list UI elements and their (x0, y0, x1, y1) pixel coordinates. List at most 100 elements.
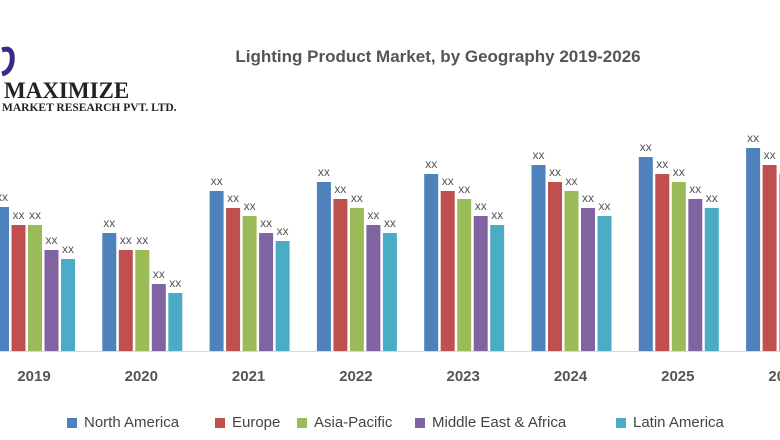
data-label: xx (29, 208, 41, 222)
data-label: xx (153, 267, 165, 281)
logo-mark-icon (1, 46, 15, 77)
bar-2024-2 (564, 191, 579, 351)
data-label: xx (244, 199, 256, 213)
legend-swatch (67, 417, 77, 428)
data-label: xx (334, 182, 346, 196)
bar-2025-4 (704, 208, 719, 351)
bar-2019-0 (0, 207, 9, 351)
data-label: xx (169, 276, 181, 290)
x-tick-label: 2021 (232, 368, 265, 385)
data-label: xx (425, 157, 437, 171)
x-tick-label: 2024 (554, 368, 588, 385)
bar-2019-3 (44, 250, 59, 351)
data-label: xx (13, 208, 25, 222)
data-label: xx (211, 174, 223, 188)
legend-swatch (215, 417, 225, 428)
data-label: xx (491, 208, 503, 222)
data-label: xx (384, 216, 396, 230)
legend-swatch (297, 417, 307, 428)
data-label: xx (549, 165, 561, 179)
legend-item: Europe (215, 414, 280, 431)
legend-swatch (616, 417, 626, 428)
chart-title: Lighting Product Market, by Geography 20… (235, 47, 641, 66)
bar-2021-3 (259, 233, 274, 351)
bar-2025-2 (671, 182, 686, 351)
legend-item: Asia-Pacific (297, 414, 392, 431)
legend-swatch (415, 417, 425, 428)
data-label: xx (367, 208, 379, 222)
bar-2021-4 (275, 241, 290, 351)
data-label: xx (747, 131, 759, 145)
x-tick-label: 2019 (17, 368, 50, 385)
x-tick-label: 2020 (125, 368, 158, 385)
bar-2024-4 (597, 216, 612, 351)
bar-2023-2 (457, 199, 472, 351)
bar-2022-0 (316, 182, 331, 351)
data-label: xx (640, 140, 652, 154)
data-label: xx (475, 199, 487, 213)
data-label: xx (277, 224, 289, 238)
data-label: xx (673, 165, 685, 179)
bar-2020-0 (102, 233, 117, 351)
bar-2021-1 (226, 208, 241, 351)
bar-2022-2 (349, 208, 364, 351)
bar-2023-4 (490, 225, 505, 351)
bar-2023-0 (424, 174, 439, 351)
data-label: xx (0, 190, 8, 204)
legend-label: Asia-Pacific (314, 414, 393, 431)
bar-2022-1 (333, 199, 348, 351)
legend-label: Europe (232, 414, 281, 431)
data-label: xx (656, 157, 668, 171)
data-label: xx (318, 165, 330, 179)
bar-2019-2 (28, 225, 42, 351)
bar-2020-1 (118, 250, 133, 351)
legend-item: Latin America (616, 414, 724, 431)
bar-2021-2 (242, 216, 257, 351)
bar-2019-4 (61, 259, 75, 351)
legend-label: North America (84, 414, 180, 431)
bar-2026-0 (746, 148, 761, 351)
bar-2023-1 (440, 191, 455, 351)
data-label: xx (706, 191, 718, 205)
legend-label: Middle East & Africa (432, 414, 567, 431)
bar-2025-3 (688, 199, 703, 351)
bar-2022-3 (366, 225, 381, 351)
data-label: xx (599, 199, 611, 213)
logo-name: MAXIMIZE (4, 78, 130, 103)
x-tick-label: 2025 (661, 368, 694, 385)
bar-2020-3 (151, 284, 166, 351)
legend-label: Latin America (633, 414, 724, 431)
bar-2020-4 (168, 293, 183, 351)
data-label: xx (566, 174, 578, 188)
data-label: xx (120, 233, 132, 247)
bar-2021-0 (209, 191, 224, 351)
data-label: xx (533, 148, 545, 162)
data-label: xx (458, 182, 470, 196)
data-label: xx (227, 191, 239, 205)
bar-2026-1 (762, 165, 777, 351)
legend-item: Middle East & Africa (415, 414, 566, 431)
legend-item: North America (67, 414, 179, 431)
data-label: xx (689, 182, 701, 196)
data-label: xx (351, 191, 363, 205)
data-label: xx (103, 216, 115, 230)
bar-2025-1 (655, 174, 670, 351)
x-tick-label: 2026 (768, 368, 780, 385)
data-label: xx (136, 233, 148, 247)
bar-2023-3 (473, 216, 488, 351)
data-label: xx (764, 148, 776, 162)
bar-2019-1 (11, 225, 26, 351)
bar-2024-3 (581, 208, 595, 351)
data-label: xx (582, 191, 594, 205)
data-label: xx (260, 216, 272, 230)
logo-subtitle: MARKET RESEARCH PVT. LTD. (2, 102, 177, 114)
bar-2025-0 (638, 157, 653, 351)
bar-2022-4 (382, 233, 397, 351)
bar-2024-0 (531, 165, 546, 351)
data-label: xx (442, 174, 454, 188)
data-label: xx (46, 233, 58, 247)
x-tick-label: 2022 (339, 368, 372, 385)
bar-2024-1 (548, 182, 562, 351)
data-label: xx (62, 242, 74, 256)
